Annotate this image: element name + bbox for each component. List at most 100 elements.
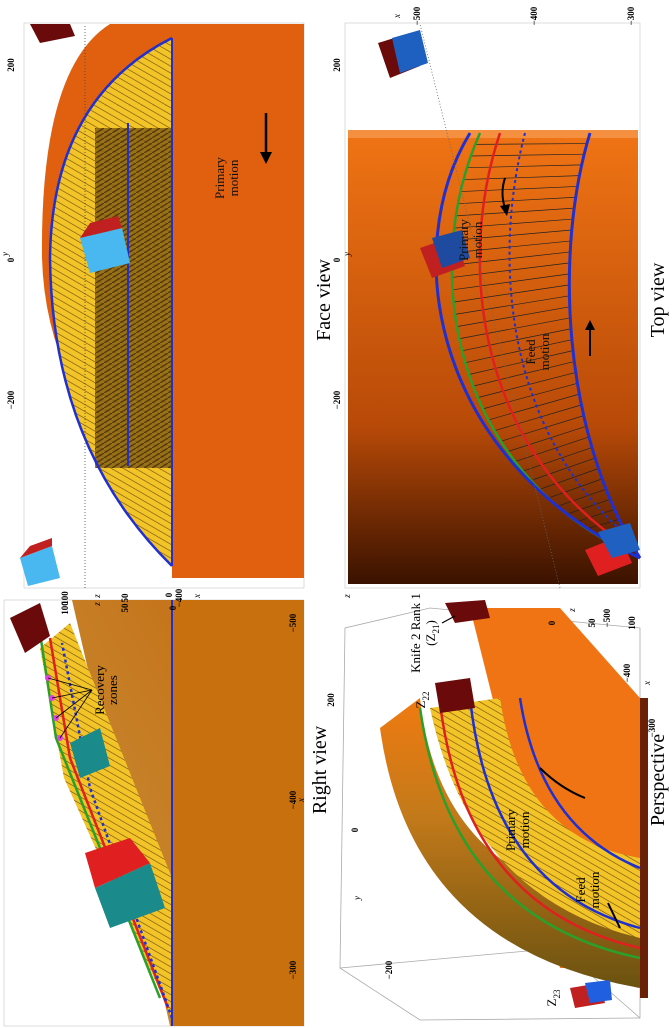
tick-label: 0 xyxy=(6,257,16,262)
blade-hatch xyxy=(477,372,576,398)
annotation-line: Primary xyxy=(456,219,471,261)
tick-label: 0 xyxy=(547,620,557,625)
blue-dotted-edge xyxy=(508,132,631,539)
axis-label: x xyxy=(642,681,652,686)
knife xyxy=(95,863,165,928)
annotation: Primarymotion xyxy=(503,809,532,851)
tick-label: −500 xyxy=(602,608,612,627)
blade-hatch xyxy=(557,488,607,507)
blade-hatch xyxy=(494,404,582,432)
axis-label: x xyxy=(296,798,306,803)
blade-hatch xyxy=(455,207,575,217)
knife xyxy=(598,523,640,558)
label-subscript: 23 xyxy=(552,989,562,999)
tick-label: −400 xyxy=(288,790,298,809)
green-edge xyxy=(418,707,641,960)
annotation-line: Feed xyxy=(573,877,588,903)
blade-hatch xyxy=(468,350,574,375)
tick-label: 50 xyxy=(587,618,597,628)
tick-label: −400 xyxy=(174,588,184,607)
blue-edge xyxy=(60,642,174,1019)
blade-hatch xyxy=(566,499,611,515)
blue-edge xyxy=(48,36,173,567)
tick-label: −500 xyxy=(288,613,298,632)
workpiece-slab xyxy=(172,600,304,1026)
motion-arrow xyxy=(585,320,595,356)
axis-label: z xyxy=(567,608,577,613)
caption: Face view xyxy=(313,259,335,341)
label-text: ) xyxy=(423,620,438,624)
blade-hatch xyxy=(466,164,582,169)
blade-hatch xyxy=(548,478,603,499)
tick-label: 0 xyxy=(332,257,342,262)
blade-hatch xyxy=(459,317,571,340)
knife xyxy=(20,538,52,558)
blade-hatch xyxy=(458,196,576,205)
annotation-line: motion xyxy=(470,221,485,258)
annotation-line: motion xyxy=(537,333,552,370)
crescent xyxy=(434,132,642,560)
tick-label: −200 xyxy=(332,390,342,409)
label-subscript: 21 xyxy=(431,625,441,634)
blade-shadows xyxy=(95,128,172,468)
caption: Top view xyxy=(647,262,669,337)
axis-label: x xyxy=(192,594,202,599)
axis-label: z xyxy=(92,594,102,599)
perspective-panel: Z23 Z22 Knife 2 Rank 1(Z21) Feedmotion P… xyxy=(326,593,669,1021)
tick-label: 50 xyxy=(120,593,130,603)
blade-hatch xyxy=(470,153,585,157)
tick-label: 0 xyxy=(168,605,178,610)
tick-label: −300 xyxy=(647,718,657,737)
blade-hatch xyxy=(456,306,570,327)
knife xyxy=(80,228,130,273)
annotation-line: zones xyxy=(105,675,120,705)
blade-hatch xyxy=(586,519,620,530)
label-text: Z xyxy=(413,700,428,708)
annotation-line: motion xyxy=(517,811,532,848)
tick-label: 50 xyxy=(120,603,130,613)
annotation: Feedmotion xyxy=(523,333,552,370)
tick-label: 200 xyxy=(326,693,336,707)
knife xyxy=(392,30,428,73)
blade-hatch xyxy=(463,175,580,180)
annotation-line: Feed xyxy=(523,339,538,365)
blades xyxy=(40,623,172,1018)
red-edge xyxy=(48,637,170,1009)
blades xyxy=(430,698,640,938)
tick-label: 0 xyxy=(164,592,174,597)
leader-lines xyxy=(47,677,93,739)
label-subscript: 22 xyxy=(421,692,431,701)
blade-hatch xyxy=(475,143,587,145)
tick-label: 100 xyxy=(627,616,637,630)
blue-edge xyxy=(567,132,642,559)
workpiece-side xyxy=(640,698,648,998)
tick-label: −400 xyxy=(529,6,539,25)
subscript-label: Z23 xyxy=(544,989,562,1006)
workpiece-edge xyxy=(348,130,638,138)
blade-hatch xyxy=(453,284,570,303)
blade-hatch xyxy=(460,186,578,192)
blue-edge xyxy=(468,697,641,930)
annotation-line: Primary xyxy=(212,157,227,199)
leader-line xyxy=(441,615,456,624)
motion-arrow xyxy=(260,113,272,164)
blade-hatch xyxy=(530,457,596,481)
blade-hatch xyxy=(514,436,590,462)
motion-arrow xyxy=(539,767,586,799)
line-part xyxy=(55,689,93,719)
line-part xyxy=(59,689,93,739)
caption: Perspective xyxy=(647,734,669,826)
line-part xyxy=(339,947,561,969)
axis-label: x xyxy=(392,14,402,19)
knife xyxy=(80,216,122,238)
polygon-part xyxy=(500,204,510,216)
caption: Right view xyxy=(309,725,331,814)
tick-label: −200 xyxy=(384,960,394,979)
blade-hatch xyxy=(473,361,575,387)
axis-label: z xyxy=(92,602,102,607)
axis-label: z xyxy=(342,594,352,599)
annotation: Recoveryzones xyxy=(92,665,120,715)
blade-hatch xyxy=(454,295,570,315)
knife xyxy=(10,603,50,653)
